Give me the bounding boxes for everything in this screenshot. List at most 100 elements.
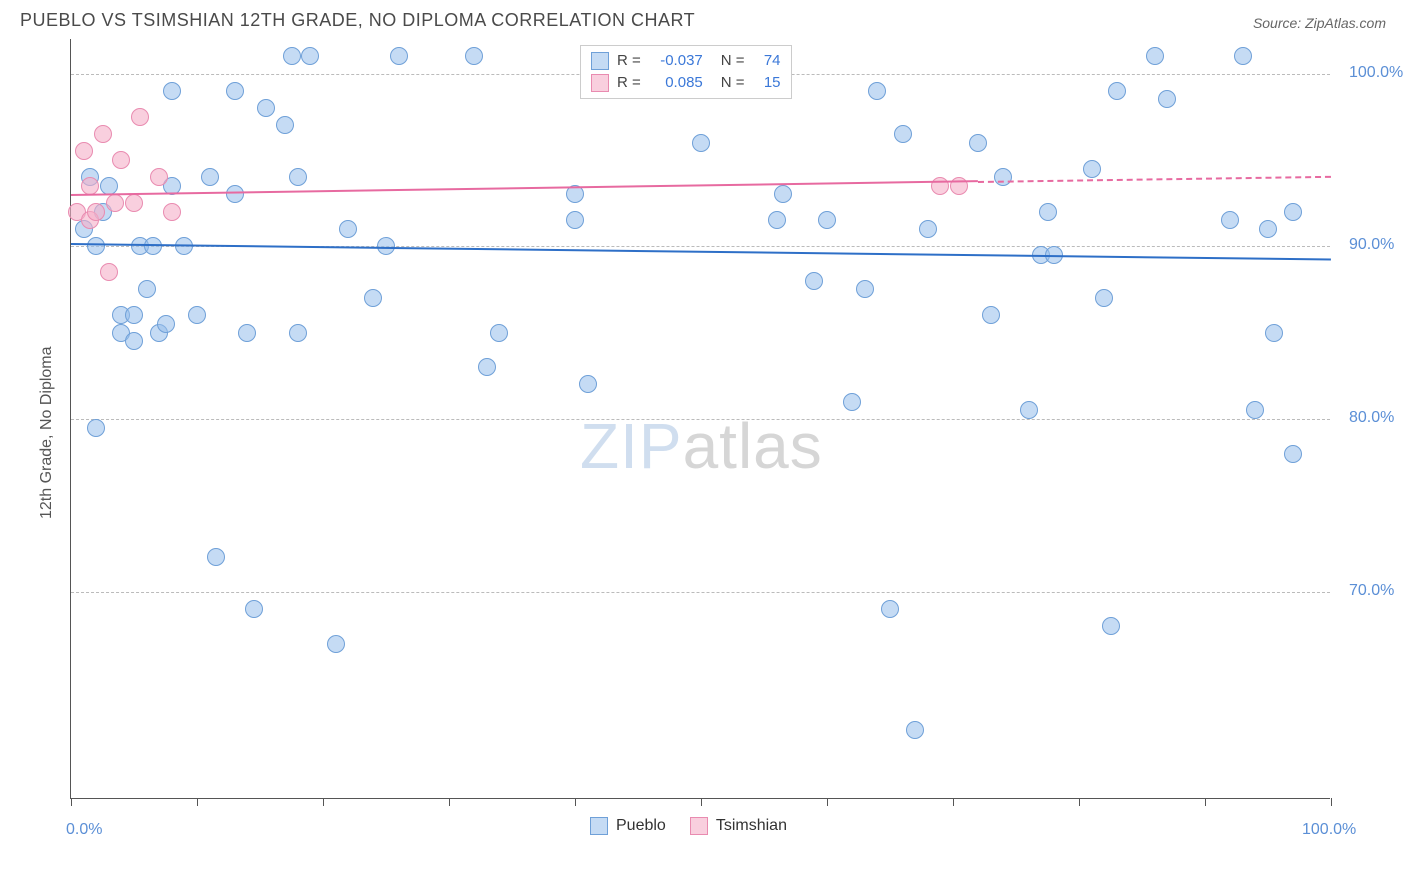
data-point [1095, 289, 1113, 307]
data-point [283, 47, 301, 65]
data-point [327, 635, 345, 653]
legend-item: Pueblo [590, 817, 666, 835]
chart-title: PUEBLO VS TSIMSHIAN 12TH GRADE, NO DIPLO… [20, 10, 695, 31]
data-point [125, 306, 143, 324]
data-point [692, 134, 710, 152]
x-tick [197, 798, 198, 806]
data-point [390, 47, 408, 65]
legend-label: Tsimshian [716, 817, 787, 835]
data-point [478, 358, 496, 376]
legend-item: Tsimshian [690, 817, 787, 835]
data-point [1108, 82, 1126, 100]
legend-label: Pueblo [616, 817, 666, 835]
x-tick [575, 798, 576, 806]
data-point [339, 220, 357, 238]
data-point [919, 220, 937, 238]
source-attribution: Source: ZipAtlas.com [1253, 15, 1386, 31]
data-point [579, 375, 597, 393]
data-point [906, 721, 924, 739]
legend-swatch [591, 74, 609, 92]
x-min-label: 0.0% [66, 821, 102, 839]
r-value: -0.037 [649, 50, 703, 72]
data-point [301, 47, 319, 65]
data-point [138, 280, 156, 298]
data-point [276, 116, 294, 134]
data-point [106, 194, 124, 212]
n-label: N = [721, 72, 745, 94]
data-point [931, 177, 949, 195]
data-point [94, 125, 112, 143]
data-point [289, 324, 307, 342]
x-tick [449, 798, 450, 806]
data-point [112, 151, 130, 169]
data-point [188, 306, 206, 324]
data-point [144, 237, 162, 255]
y-tick-label: 100.0% [1349, 64, 1403, 82]
data-point [100, 177, 118, 195]
legend-swatch [590, 817, 608, 835]
data-point [87, 419, 105, 437]
data-point [1284, 203, 1302, 221]
x-tick [1079, 798, 1080, 806]
n-label: N = [721, 50, 745, 72]
data-point [1221, 211, 1239, 229]
data-point [163, 82, 181, 100]
data-point [805, 272, 823, 290]
data-point [150, 168, 168, 186]
x-tick [71, 798, 72, 806]
data-point [1158, 90, 1176, 108]
data-point [1259, 220, 1277, 238]
x-tick [1331, 798, 1332, 806]
r-value: 0.085 [649, 72, 703, 94]
data-point [100, 263, 118, 281]
plot-area: 70.0%80.0%90.0%100.0% [70, 39, 1330, 799]
data-point [1234, 47, 1252, 65]
y-axis-label: 12th Grade, No Diploma [38, 346, 56, 519]
data-point [1039, 203, 1057, 221]
data-point [125, 194, 143, 212]
x-tick [701, 798, 702, 806]
data-point [1102, 617, 1120, 635]
data-point [982, 306, 1000, 324]
data-point [87, 203, 105, 221]
x-tick [1205, 798, 1206, 806]
r-label: R = [617, 50, 641, 72]
data-point [157, 315, 175, 333]
data-point [774, 185, 792, 203]
y-tick-label: 90.0% [1349, 236, 1394, 254]
x-max-label: 100.0% [1302, 821, 1356, 839]
data-point [87, 237, 105, 255]
data-point [207, 548, 225, 566]
data-point [856, 280, 874, 298]
data-point [1284, 445, 1302, 463]
data-point [75, 142, 93, 160]
data-point [894, 125, 912, 143]
data-point [81, 177, 99, 195]
series-legend: Pueblo Tsimshian [590, 817, 787, 835]
correlation-scatter-chart: 70.0%80.0%90.0%100.0%0.0%100.0%12th Grad… [20, 39, 1386, 829]
data-point [994, 168, 1012, 186]
data-point [881, 600, 899, 618]
data-point [257, 99, 275, 117]
data-point [201, 168, 219, 186]
data-point [1020, 401, 1038, 419]
r-label: R = [617, 72, 641, 94]
legend-swatch [690, 817, 708, 835]
data-point [364, 289, 382, 307]
data-point [131, 108, 149, 126]
x-tick [827, 798, 828, 806]
trend-line [978, 175, 1331, 182]
y-tick-label: 80.0% [1349, 409, 1394, 427]
stats-legend-row: R = 0.085 N = 15 [591, 72, 781, 94]
data-point [1265, 324, 1283, 342]
gridline [71, 419, 1330, 420]
gridline [71, 592, 1330, 593]
data-point [843, 393, 861, 411]
data-point [566, 211, 584, 229]
n-value: 15 [753, 72, 781, 94]
n-value: 74 [753, 50, 781, 72]
data-point [818, 211, 836, 229]
data-point [289, 168, 307, 186]
data-point [163, 203, 181, 221]
data-point [226, 185, 244, 203]
